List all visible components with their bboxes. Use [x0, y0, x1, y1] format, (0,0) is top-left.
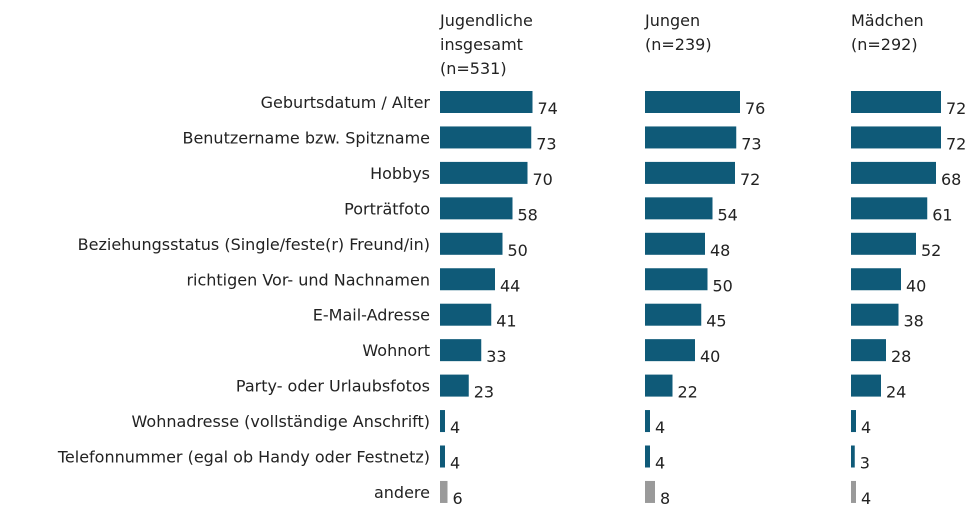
bar	[440, 91, 533, 113]
category-label: Porträtfoto	[344, 199, 430, 218]
value-label: 52	[921, 241, 941, 260]
bar	[851, 480, 856, 503]
category-label: richtigen Vor- und Nachnamen	[186, 270, 430, 289]
bar	[440, 268, 495, 291]
value-label: 4	[861, 489, 871, 508]
bar	[645, 480, 655, 503]
value-label: 4	[450, 454, 460, 473]
category-label: E-Mail-Adresse	[313, 306, 430, 325]
panel-header: insgesamt	[440, 35, 523, 54]
bar	[645, 232, 705, 255]
category-label: Beziehungsstatus (Single/feste(r) Freund…	[78, 235, 430, 254]
category-label: Hobbys	[370, 164, 430, 183]
bar	[851, 339, 886, 362]
panel-header: Jugendliche	[439, 11, 533, 30]
bar	[645, 197, 713, 220]
value-label: 3	[860, 454, 870, 473]
value-label: 8	[660, 489, 670, 508]
panel-header: Mädchen	[851, 11, 924, 30]
value-label: 6	[453, 489, 463, 508]
value-label: 76	[745, 99, 765, 118]
value-label: 70	[533, 170, 553, 189]
bar	[440, 410, 445, 433]
value-label: 72	[740, 170, 760, 189]
value-label: 45	[706, 312, 726, 331]
bar	[645, 126, 737, 149]
category-label: Benutzername bzw. Spitzname	[182, 128, 430, 147]
category-label: Telefonnummer (egal ob Handy oder Festne…	[57, 448, 430, 467]
value-label: 50	[508, 241, 528, 260]
category-label: andere	[374, 483, 430, 502]
bar	[851, 161, 936, 184]
value-label: 22	[678, 383, 698, 402]
bar	[440, 161, 528, 184]
value-label: 4	[655, 454, 665, 473]
panel-header: (n=292)	[851, 35, 918, 54]
bar	[851, 197, 928, 220]
panel-header: Jungen	[644, 11, 700, 30]
value-label: 28	[891, 347, 911, 366]
panel-header: (n=531)	[440, 59, 507, 78]
value-label: 4	[450, 418, 460, 437]
bar	[851, 126, 941, 149]
value-label: 44	[500, 276, 520, 295]
category-label: Geburtsdatum / Alter	[261, 93, 431, 112]
value-label: 41	[496, 312, 516, 331]
bar	[645, 374, 673, 397]
value-label: 54	[718, 205, 738, 224]
bar	[440, 232, 503, 255]
value-label: 40	[906, 276, 926, 295]
category-label: Wohnadresse (vollständige Anschrift)	[132, 412, 430, 431]
value-label: 4	[861, 418, 871, 437]
bar	[851, 445, 855, 468]
bar	[440, 126, 532, 149]
bar	[851, 232, 916, 255]
bar	[851, 268, 901, 291]
bar	[440, 303, 492, 326]
value-label: 40	[700, 347, 720, 366]
bar	[645, 303, 702, 326]
value-label: 38	[904, 312, 924, 331]
bar	[645, 161, 735, 184]
value-label: 74	[538, 99, 558, 118]
value-label: 48	[710, 241, 730, 260]
value-label: 4	[655, 418, 665, 437]
bar	[645, 91, 740, 113]
value-label: 50	[713, 276, 733, 295]
bar	[645, 339, 695, 362]
value-label: 23	[474, 383, 494, 402]
value-label: 72	[946, 134, 966, 153]
value-label: 72	[946, 99, 966, 118]
value-label: 58	[518, 205, 538, 224]
bar	[645, 410, 650, 433]
value-label: 24	[886, 383, 906, 402]
bar	[440, 480, 448, 503]
bar	[851, 303, 899, 326]
bar	[645, 445, 650, 468]
bar	[851, 410, 856, 433]
bar	[440, 445, 445, 468]
value-label: 61	[932, 205, 952, 224]
category-label: Wohnort	[362, 341, 430, 360]
value-label: 68	[941, 170, 961, 189]
bar	[851, 91, 941, 113]
bar	[440, 339, 482, 362]
panel-header: (n=239)	[645, 35, 712, 54]
bar	[440, 374, 469, 397]
value-label: 33	[486, 347, 506, 366]
value-label: 73	[741, 134, 761, 153]
category-label: Party- oder Urlaubsfotos	[236, 377, 430, 396]
bar	[851, 374, 881, 397]
value-label: 73	[536, 134, 556, 153]
bar	[645, 268, 708, 291]
bar	[440, 197, 513, 220]
